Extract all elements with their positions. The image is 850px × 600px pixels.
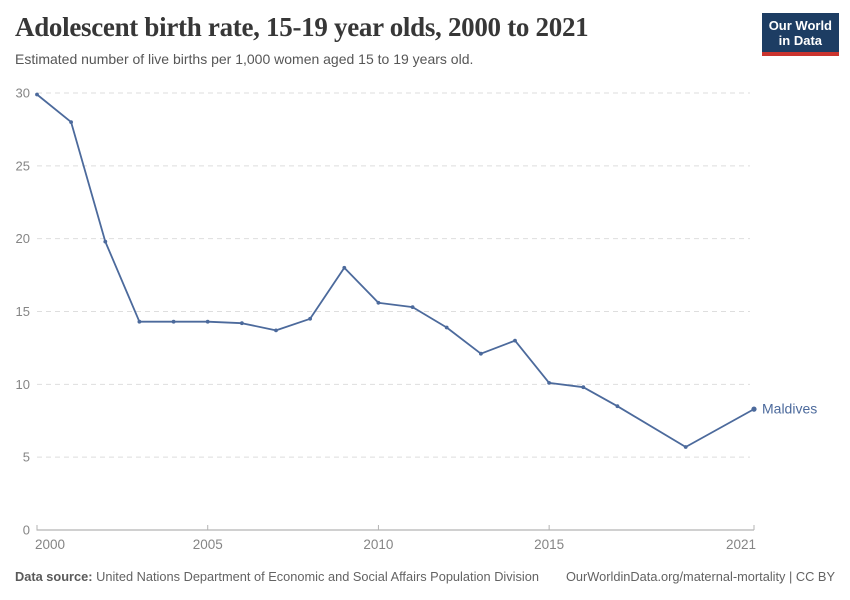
y-tick-label: 30 [16, 86, 30, 101]
data-point-marker [342, 265, 347, 270]
series-entity-label[interactable]: Maldives [762, 401, 817, 417]
data-point-marker [205, 319, 210, 324]
data-point-marker [308, 316, 312, 321]
y-tick-label: 20 [16, 231, 30, 246]
y-tick-label: 25 [16, 158, 30, 173]
x-tick-label: 2005 [193, 537, 223, 552]
series-line-maldives[interactable] [36, 93, 755, 448]
x-tick-label: 2015 [534, 537, 564, 552]
data-point-marker [444, 325, 449, 330]
data-point-marker [547, 381, 551, 385]
data-point-marker [513, 338, 517, 343]
data-point-marker [581, 385, 586, 390]
y-tick-label: 0 [23, 523, 30, 538]
data-point-marker [240, 321, 244, 326]
footer-data-source-text: United Nations Department of Economic an… [92, 569, 539, 584]
x-tick-label: 2021 [726, 537, 756, 552]
chart-title: Adolescent birth rate, 15-19 year olds, … [15, 12, 589, 42]
data-point-marker [137, 319, 142, 324]
data-point-marker [376, 300, 381, 305]
footer-data-source-label: Data source: [15, 569, 93, 584]
data-point-marker [479, 351, 483, 356]
owid-logo[interactable]: Our World in Data [761, 13, 839, 56]
owid-logo-line2: in Data [778, 33, 823, 48]
y-tick-label: 15 [16, 304, 30, 319]
data-point-marker [615, 404, 620, 409]
x-tick-label: 2010 [363, 537, 393, 552]
footer-data-source: Data source: United Nations Department o… [15, 569, 539, 584]
data-point-marker [69, 120, 73, 124]
data-point-marker [410, 305, 415, 309]
y-tick-label: 5 [23, 450, 30, 465]
data-point-marker [171, 319, 176, 324]
chart-subtitle: Estimated number of live births per 1,00… [15, 51, 474, 67]
data-point-marker [683, 445, 688, 449]
owid-logo-line1: Our World [768, 18, 832, 33]
x-tick-label: 2000 [35, 537, 65, 552]
footer-attribution-link[interactable]: OurWorldinData.org/maternal-mortality | … [565, 569, 835, 584]
y-tick-label: 10 [16, 377, 30, 392]
data-point-marker [103, 239, 108, 244]
data-point-marker [751, 406, 757, 412]
data-point-marker [274, 328, 278, 333]
data-point-marker [35, 92, 39, 97]
